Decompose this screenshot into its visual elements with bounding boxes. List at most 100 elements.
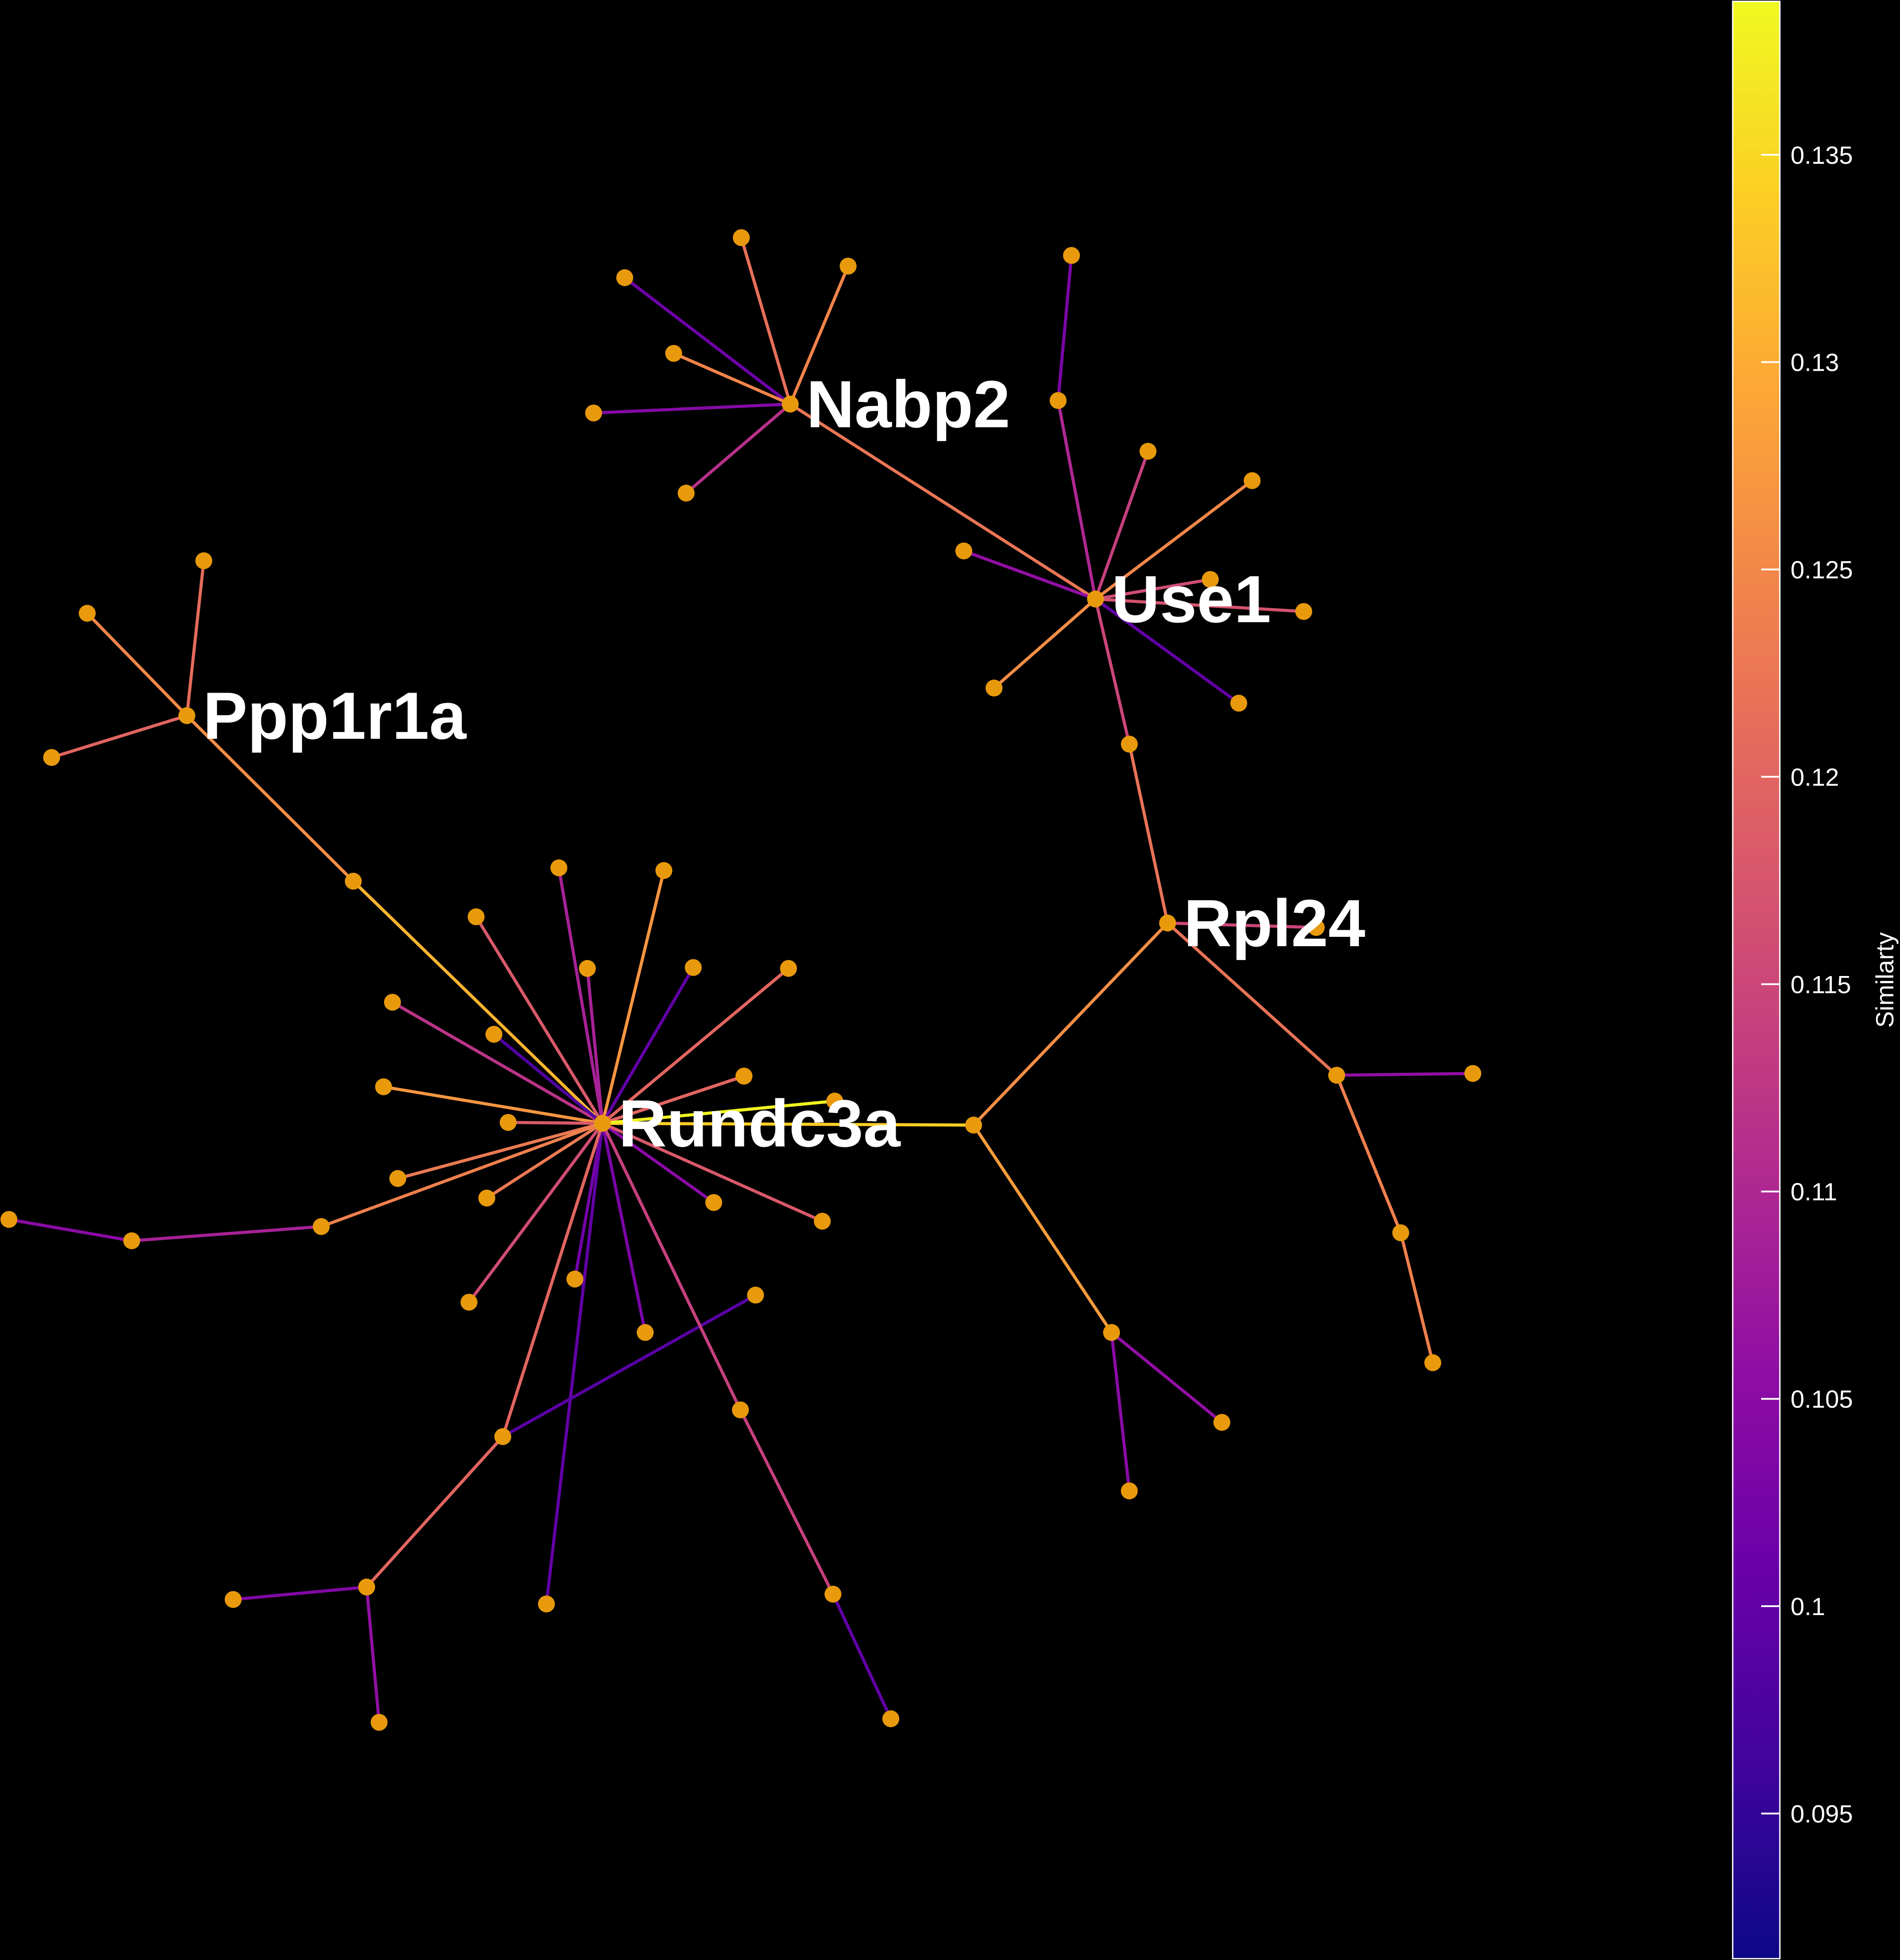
edge-ppp1r1a-n27 [185,559,206,717]
node-n39[interactable] [375,1078,392,1095]
colorbar-gradient [1733,1,1780,1959]
node-n2[interactable] [840,258,857,275]
edge-rundc3a-n44 [601,1122,716,1204]
node-n36[interactable] [384,994,401,1011]
node-n48[interactable] [637,1324,654,1341]
edge-rundc3a-n45 [485,1122,604,1200]
node-n32[interactable] [468,908,485,925]
node-n41[interactable] [500,1114,517,1131]
node-n31[interactable] [655,862,672,879]
node-n55[interactable] [358,1579,375,1596]
node-n49[interactable] [538,1596,555,1612]
colorbar-frame [1732,0,1781,1960]
node-n15[interactable] [1230,695,1247,712]
hub-label-nabp2: Nabp2 [806,367,1010,441]
node-n54[interactable] [494,1428,511,1445]
node-n8[interactable] [1063,247,1080,264]
edge-ppp1r1a-n26 [85,611,189,717]
hub-label-rpl24: Rpl24 [1184,886,1365,960]
node-n22[interactable] [965,1117,982,1134]
colorbar-tick-label-0.13: 0.13 [1791,348,1839,377]
edge-rundc3a-n59 [601,1122,742,1412]
node-rpl24[interactable] [1159,915,1176,931]
node-n58[interactable] [747,1287,764,1304]
node-n43[interactable] [389,1170,406,1187]
node-n51[interactable] [313,1218,330,1235]
node-n9[interactable] [1140,443,1156,460]
edges-layer [7,236,1475,1724]
node-n21[interactable] [1424,1354,1441,1371]
node-n35[interactable] [780,960,797,977]
edge-rpl24-n17 [1166,921,1318,929]
edge-ppp1r1a-n29 [185,714,355,883]
edge-use1-n14 [992,597,1097,690]
node-use1[interactable] [1087,591,1104,607]
node-n42[interactable] [826,1093,843,1110]
node-n11[interactable] [955,543,972,559]
edge-rundc3a-n39 [382,1085,604,1125]
colorbar-tick-label-0.12: 0.12 [1791,763,1839,791]
colorbar-title: Similarty [1871,932,1899,1028]
node-n19[interactable] [1464,1065,1481,1082]
node-n37[interactable] [485,1026,502,1043]
node-n56[interactable] [225,1591,242,1608]
node-n27[interactable] [195,552,212,569]
node-n26[interactable] [79,605,96,622]
node-n45[interactable] [478,1190,495,1207]
node-n7[interactable] [1050,392,1067,409]
node-n18[interactable] [1328,1067,1345,1084]
edge-rundc3a-n50 [467,1122,604,1304]
node-n4[interactable] [665,345,682,362]
node-n34[interactable] [685,959,702,976]
edge-use1-n12 [1094,578,1212,601]
node-nabp2[interactable] [782,396,799,413]
node-n60[interactable] [825,1586,841,1603]
node-n33[interactable] [579,960,596,977]
edge-n18-n19 [1335,1072,1475,1077]
node-n13[interactable] [1295,603,1312,620]
edge-rundc3a-n31 [601,869,666,1125]
node-n52[interactable] [123,1232,140,1249]
colorbar-tick-label-0.135: 0.135 [1791,141,1853,169]
node-n29[interactable] [345,873,362,890]
node-n14[interactable] [986,680,1003,697]
nodes-layer [0,229,1481,1731]
node-n53[interactable] [0,1211,17,1228]
colorbar-ticks: 0.095 0.1 0.105 0.11 0.115 0.12 0.125 0.13 0.135 [1761,141,1853,1828]
node-n12[interactable] [1202,571,1219,588]
node-n1[interactable] [733,229,750,246]
edge-nabp2-n5 [592,402,792,415]
node-n57[interactable] [371,1714,388,1731]
node-n3[interactable] [616,269,633,286]
edge-n54-n58 [501,1293,757,1438]
edge-rundc3a-n32 [474,915,604,1125]
node-n5[interactable] [585,405,602,421]
edge-rundc3a-n40 [601,1074,746,1125]
node-n17[interactable] [1308,919,1325,936]
node-n47[interactable] [566,1271,583,1288]
node-rundc3a[interactable] [594,1115,611,1132]
node-n50[interactable] [461,1294,477,1311]
node-n28[interactable] [43,749,60,766]
node-ppp1r1a[interactable] [178,707,195,724]
node-n23[interactable] [1103,1324,1120,1341]
colorbar-tick-label-0.125: 0.125 [1791,556,1853,584]
node-n40[interactable] [736,1068,752,1085]
node-n10[interactable] [1244,472,1261,489]
node-n20[interactable] [1392,1224,1409,1241]
edge-n55-n56 [231,1585,368,1601]
node-n16[interactable] [1121,736,1138,753]
node-n59[interactable] [732,1401,749,1418]
node-n24[interactable] [1213,1414,1230,1431]
node-n30[interactable] [550,859,567,876]
node-n46[interactable] [814,1213,831,1230]
edge-rpl24-n18 [1166,921,1338,1077]
node-n25[interactable] [1121,1482,1138,1499]
node-n44[interactable] [705,1194,722,1211]
node-n61[interactable] [882,1710,899,1727]
edge-n51-n52 [130,1225,323,1243]
node-n6[interactable] [678,485,695,502]
edge-use1-n16 [1094,597,1131,746]
colorbar-tick-label-0.095: 0.095 [1791,1800,1853,1828]
